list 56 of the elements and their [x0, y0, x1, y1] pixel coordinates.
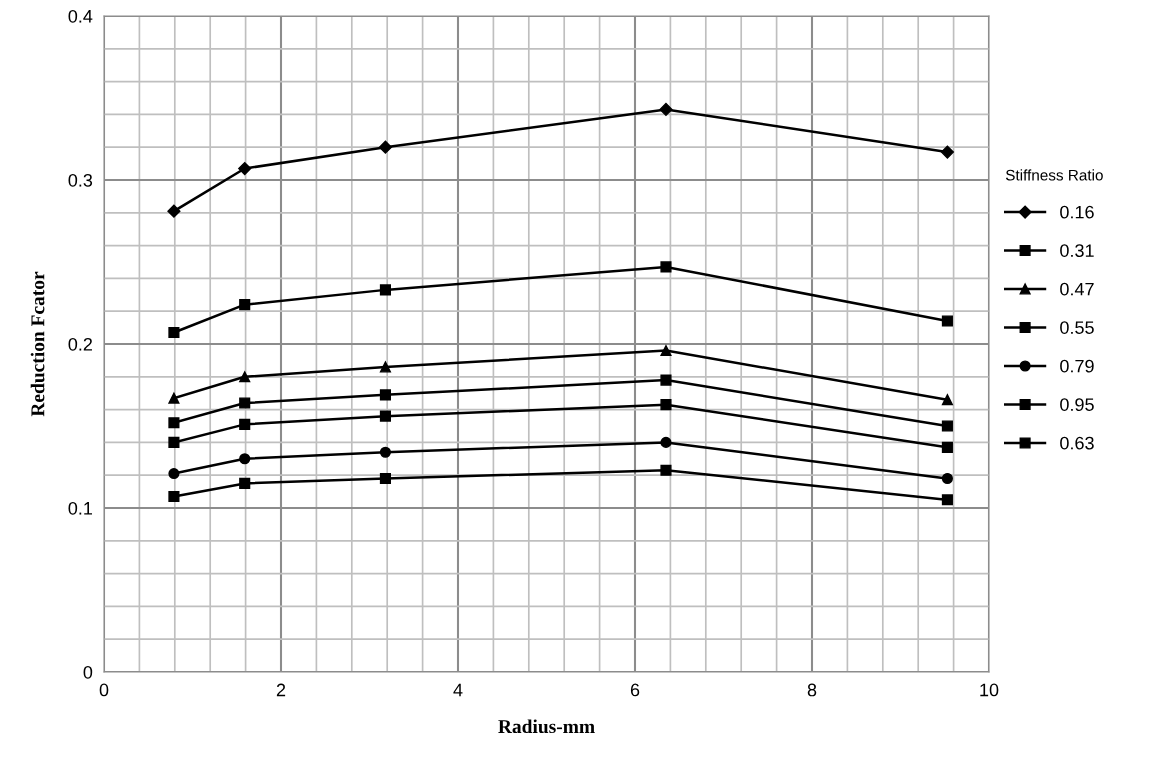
point [168, 326, 180, 339]
point [239, 371, 251, 383]
point [941, 472, 953, 485]
legend-label: 0.55 [1060, 321, 1094, 334]
point [168, 436, 180, 448]
point [660, 261, 672, 273]
legend-label: 0.31 [1060, 244, 1094, 258]
point [660, 464, 672, 476]
point [168, 490, 180, 503]
y-tick-label: 0.1 [68, 501, 93, 515]
point [941, 420, 953, 432]
point [167, 204, 181, 218]
point [660, 436, 672, 448]
point [941, 494, 953, 506]
point [379, 284, 391, 296]
point [239, 397, 251, 409]
x-tick-label: 10 [980, 683, 999, 697]
y-tick-label: 0.2 [68, 337, 92, 351]
x-tick-label: 4 [453, 683, 463, 697]
y-axis-title: Reduction Fcator [30, 271, 45, 417]
point [660, 399, 672, 411]
point [659, 102, 673, 117]
point [238, 161, 252, 176]
y-tick-label: 0.4 [68, 9, 93, 23]
point [379, 389, 391, 401]
point [941, 315, 953, 327]
point [168, 392, 180, 404]
x-tick-label: 0 [99, 683, 109, 697]
point [239, 299, 251, 311]
point [660, 345, 672, 357]
point [379, 410, 391, 422]
legend-label: 0.63 [1060, 436, 1094, 450]
x-tick-label: 6 [630, 683, 640, 697]
point [379, 472, 391, 485]
point [379, 446, 391, 458]
point [660, 374, 672, 386]
point [239, 453, 251, 465]
point [940, 145, 954, 159]
point [941, 394, 953, 406]
legend-label: 0.79 [1060, 359, 1094, 373]
legend-label: 0.47 [1060, 282, 1094, 296]
point [239, 477, 251, 489]
legend-label: 0.95 [1060, 398, 1094, 411]
legend-title: Stiffness Ratio [1005, 169, 1103, 181]
y-tick-label: 0.3 [68, 173, 93, 187]
point [239, 418, 251, 430]
x-tick-label: 8 [807, 683, 817, 697]
x-tick-label: 2 [276, 683, 286, 697]
point [168, 417, 180, 429]
point [941, 441, 953, 453]
point [379, 361, 391, 373]
x-axis-title: Radius-mm [498, 719, 595, 734]
legend-label: 0.16 [1060, 205, 1094, 219]
point [378, 140, 393, 154]
y-tick-label: 0 [83, 665, 93, 679]
point [168, 468, 180, 480]
